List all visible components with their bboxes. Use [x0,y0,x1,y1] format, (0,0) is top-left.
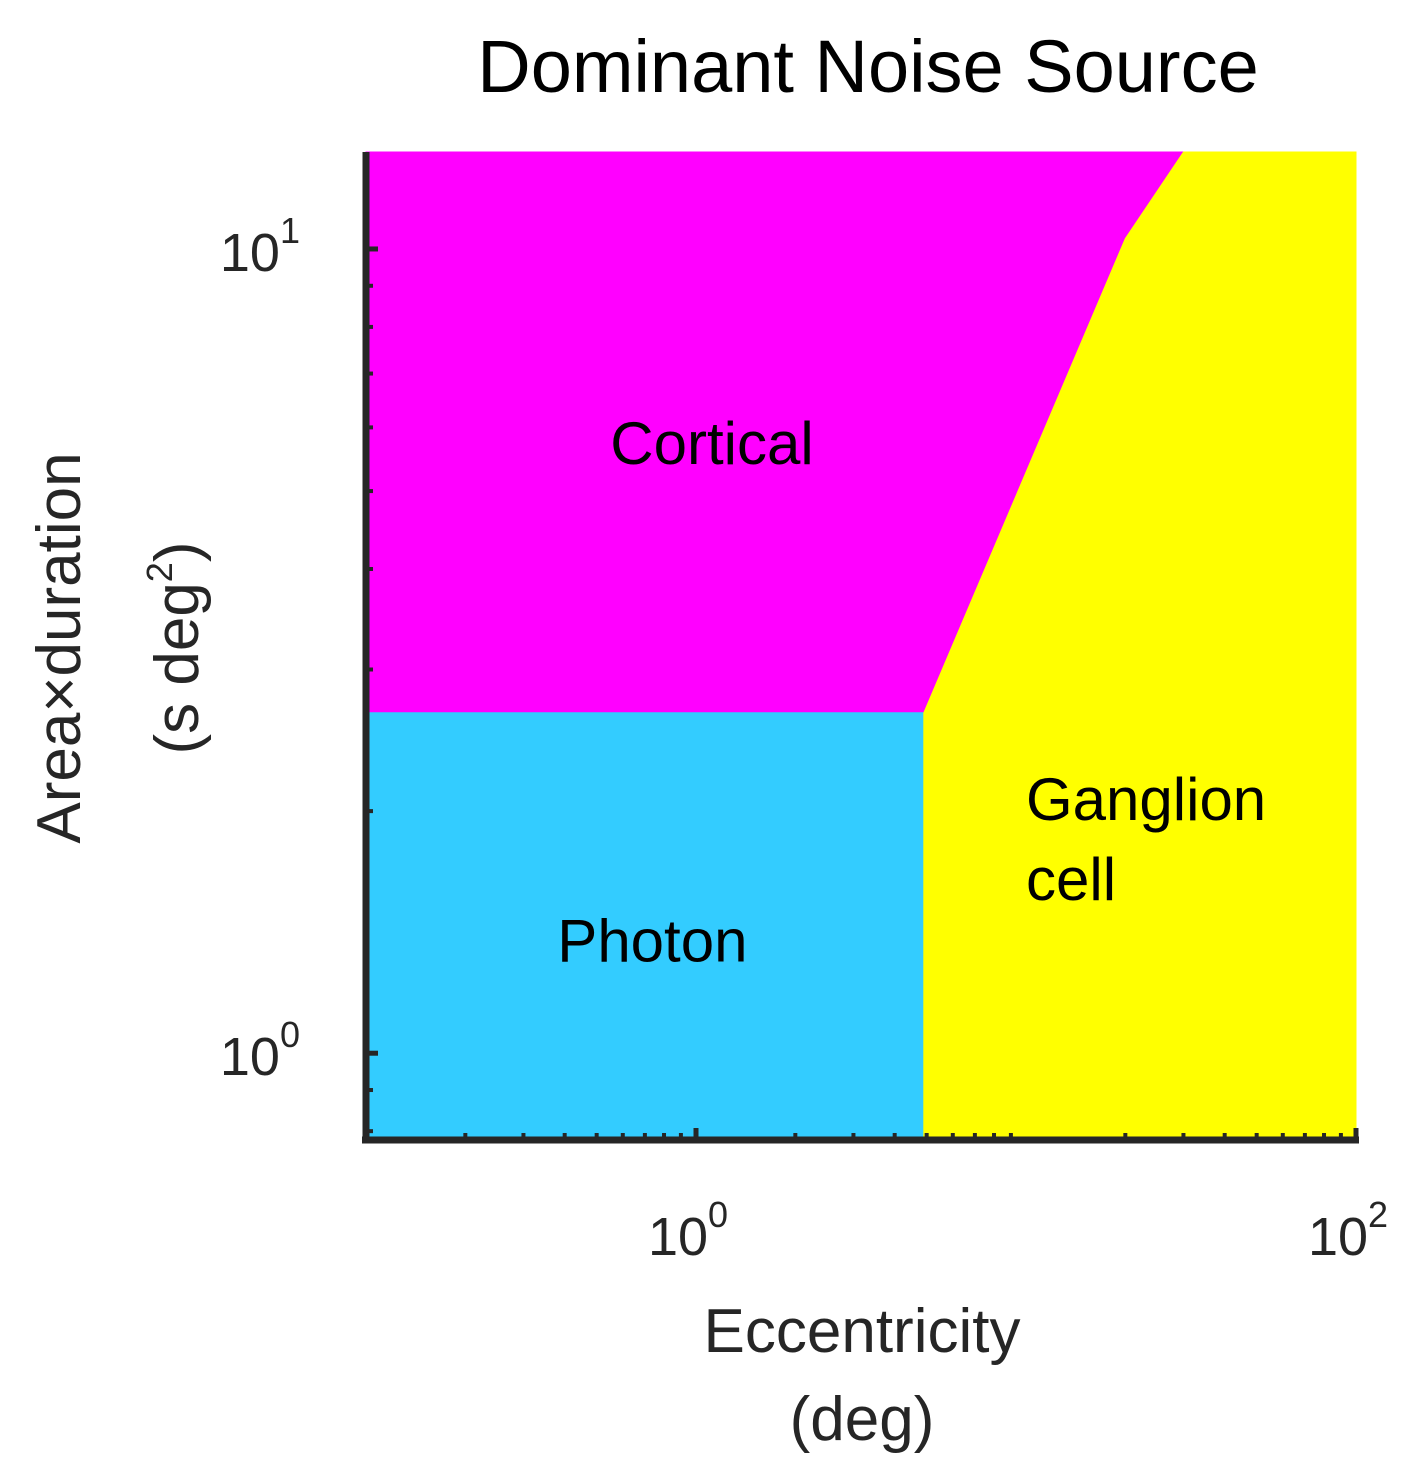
y-tick-label: 100 [220,1014,300,1087]
y-axis-unit-open: (s deg [143,582,212,754]
x-tick-exp: 0 [708,1194,728,1235]
region-label-ganglion-cell: Ganglion cell [1026,766,1266,913]
region-labels-layer: Cortical Photon Ganglion cell [557,410,1266,974]
x-axis-label-line1: Eccentricity [704,1297,1021,1366]
x-axis-label-line2: (deg) [790,1385,935,1454]
x-tick-base: 10 [648,1207,708,1267]
region-label-line: cell [1026,846,1116,913]
y-axis-label: Area×duration (s deg2) [25,452,212,843]
region-label-photon: Photon [557,908,747,975]
y-axis-unit-close: ) [143,541,212,562]
x-axis-label: Eccentricity (deg) [704,1297,1021,1454]
y-axis-label-line2: (s deg2) [139,541,212,754]
region-label-line: Ganglion [1026,766,1266,833]
x-tick-exp: 2 [1368,1194,1388,1235]
y-tick-label: 101 [220,210,300,283]
ticks-layer [366,246,1359,1140]
x-tick-base: 10 [1308,1207,1368,1267]
y-axis-unit-exp: 2 [139,562,180,582]
regions-layer [365,151,1357,1141]
y-axis-label-line1: Area×duration [25,452,94,843]
y-tick-base: 10 [220,223,280,283]
y-tick-base: 10 [220,1027,280,1087]
region-label-cortical: Cortical [610,410,813,477]
axes-layer [362,152,1359,1144]
x-tick-label: 100 [648,1194,728,1267]
region-label-line: Photon [557,908,747,975]
region-label-line: Cortical [610,410,813,477]
y-tick-exp: 1 [280,210,300,251]
y-tick-exp: 0 [280,1014,300,1055]
x-tick-label: 102 [1308,1194,1388,1267]
chart-title: Dominant Noise Source [477,25,1258,108]
